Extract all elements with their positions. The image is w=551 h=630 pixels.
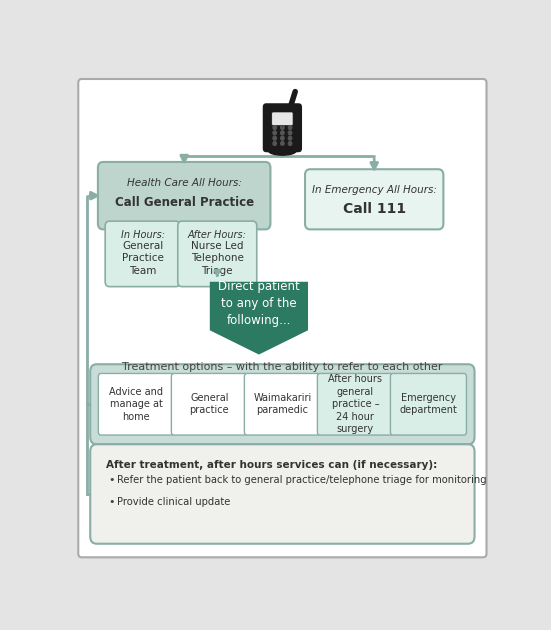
Text: Waimakariri
paramedic: Waimakariri paramedic [253, 393, 311, 415]
Circle shape [288, 136, 292, 140]
Text: Advice and
manage at
home: Advice and manage at home [109, 387, 163, 421]
FancyBboxPatch shape [90, 444, 474, 544]
Text: Refer the patient back to general practice/telephone triage for monitoring: Refer the patient back to general practi… [117, 475, 487, 485]
Text: Direct patient
to any of the
following...: Direct patient to any of the following..… [218, 280, 300, 327]
Text: Treatment options – with the ability to refer to each other: Treatment options – with the ability to … [122, 362, 442, 372]
Circle shape [288, 142, 292, 146]
Text: Health Care All Hours:: Health Care All Hours: [127, 178, 241, 188]
Polygon shape [210, 282, 308, 355]
Text: Provide clinical update: Provide clinical update [117, 496, 230, 507]
Text: In Emergency All Hours:: In Emergency All Hours: [312, 185, 436, 195]
Text: General
practice: General practice [190, 393, 229, 415]
FancyBboxPatch shape [178, 221, 257, 287]
Circle shape [288, 131, 292, 135]
Circle shape [273, 131, 277, 135]
Circle shape [273, 142, 277, 146]
FancyBboxPatch shape [90, 364, 474, 444]
Text: 📱: 📱 [282, 126, 283, 127]
FancyBboxPatch shape [98, 374, 174, 435]
FancyBboxPatch shape [105, 221, 180, 287]
Ellipse shape [268, 146, 296, 155]
Text: Nurse Led
Telephone
Triage: Nurse Led Telephone Triage [191, 241, 244, 276]
FancyBboxPatch shape [317, 374, 393, 435]
Circle shape [273, 136, 277, 140]
FancyBboxPatch shape [78, 79, 487, 558]
FancyBboxPatch shape [245, 374, 320, 435]
FancyBboxPatch shape [263, 103, 302, 152]
Text: General
Practice
Team: General Practice Team [122, 241, 164, 276]
Circle shape [280, 125, 284, 129]
Text: Emergency
department: Emergency department [399, 393, 457, 415]
Text: Call 111: Call 111 [343, 202, 406, 216]
Text: •: • [109, 475, 115, 485]
Circle shape [280, 136, 284, 140]
FancyBboxPatch shape [272, 112, 293, 125]
Circle shape [288, 125, 292, 129]
Text: •: • [109, 496, 115, 507]
Circle shape [280, 131, 284, 135]
FancyBboxPatch shape [391, 374, 467, 435]
FancyBboxPatch shape [98, 162, 271, 229]
Circle shape [273, 125, 277, 129]
FancyBboxPatch shape [305, 169, 444, 229]
Text: In Hours:: In Hours: [121, 231, 165, 241]
Text: After hours
general
practice –
24 hour
surgery: After hours general practice – 24 hour s… [328, 374, 382, 434]
Circle shape [280, 142, 284, 146]
Text: Call General Practice: Call General Practice [115, 196, 253, 209]
Text: After Hours:: After Hours: [188, 231, 247, 241]
FancyBboxPatch shape [171, 374, 247, 435]
Text: After treatment, after hours services can (if necessary):: After treatment, after hours services ca… [106, 461, 437, 470]
